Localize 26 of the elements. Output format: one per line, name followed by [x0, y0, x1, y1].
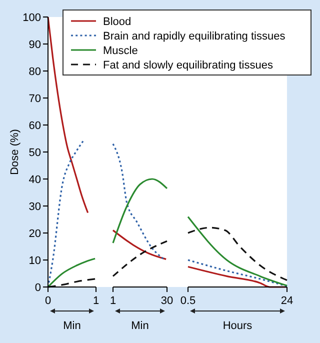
- x-axis-title: Min: [63, 320, 81, 332]
- y-tick-label: 0: [34, 282, 41, 294]
- y-tick-label: 90: [28, 38, 41, 51]
- x-tick-label: 24: [280, 295, 294, 307]
- y-tick-label: 30: [28, 200, 41, 213]
- legend-label: Blood: [103, 16, 132, 28]
- x-tick-label: 0: [44, 295, 52, 307]
- x-tick-label: 1: [92, 295, 100, 307]
- y-tick-label: 70: [28, 92, 41, 105]
- y-tick-label: 20: [28, 228, 41, 240]
- line-series: [47, 16, 89, 214]
- y-tick-label: 100: [22, 12, 41, 24]
- y-tick-label: 60: [28, 120, 41, 132]
- y-tick-label: 50: [28, 146, 41, 159]
- y-axis-title: Dose (%): [9, 129, 21, 175]
- y-tick-label: 10: [28, 254, 41, 267]
- legend-label: Fat and slowly equilibrating tissues: [103, 59, 274, 72]
- x-tick-label: 0.5: [180, 295, 196, 307]
- y-tick-label: 40: [28, 174, 41, 186]
- y-tick-label: 80: [28, 66, 41, 78]
- legend-label: Brain and rapidly equilibrating tissues: [103, 30, 286, 42]
- x-axis-title: Hours: [222, 320, 253, 332]
- x-axis-title: Min: [131, 320, 149, 332]
- legend-label: Muscle: [103, 44, 138, 57]
- x-tick-label: 1: [110, 295, 116, 307]
- x-tick-label: 30: [160, 295, 174, 307]
